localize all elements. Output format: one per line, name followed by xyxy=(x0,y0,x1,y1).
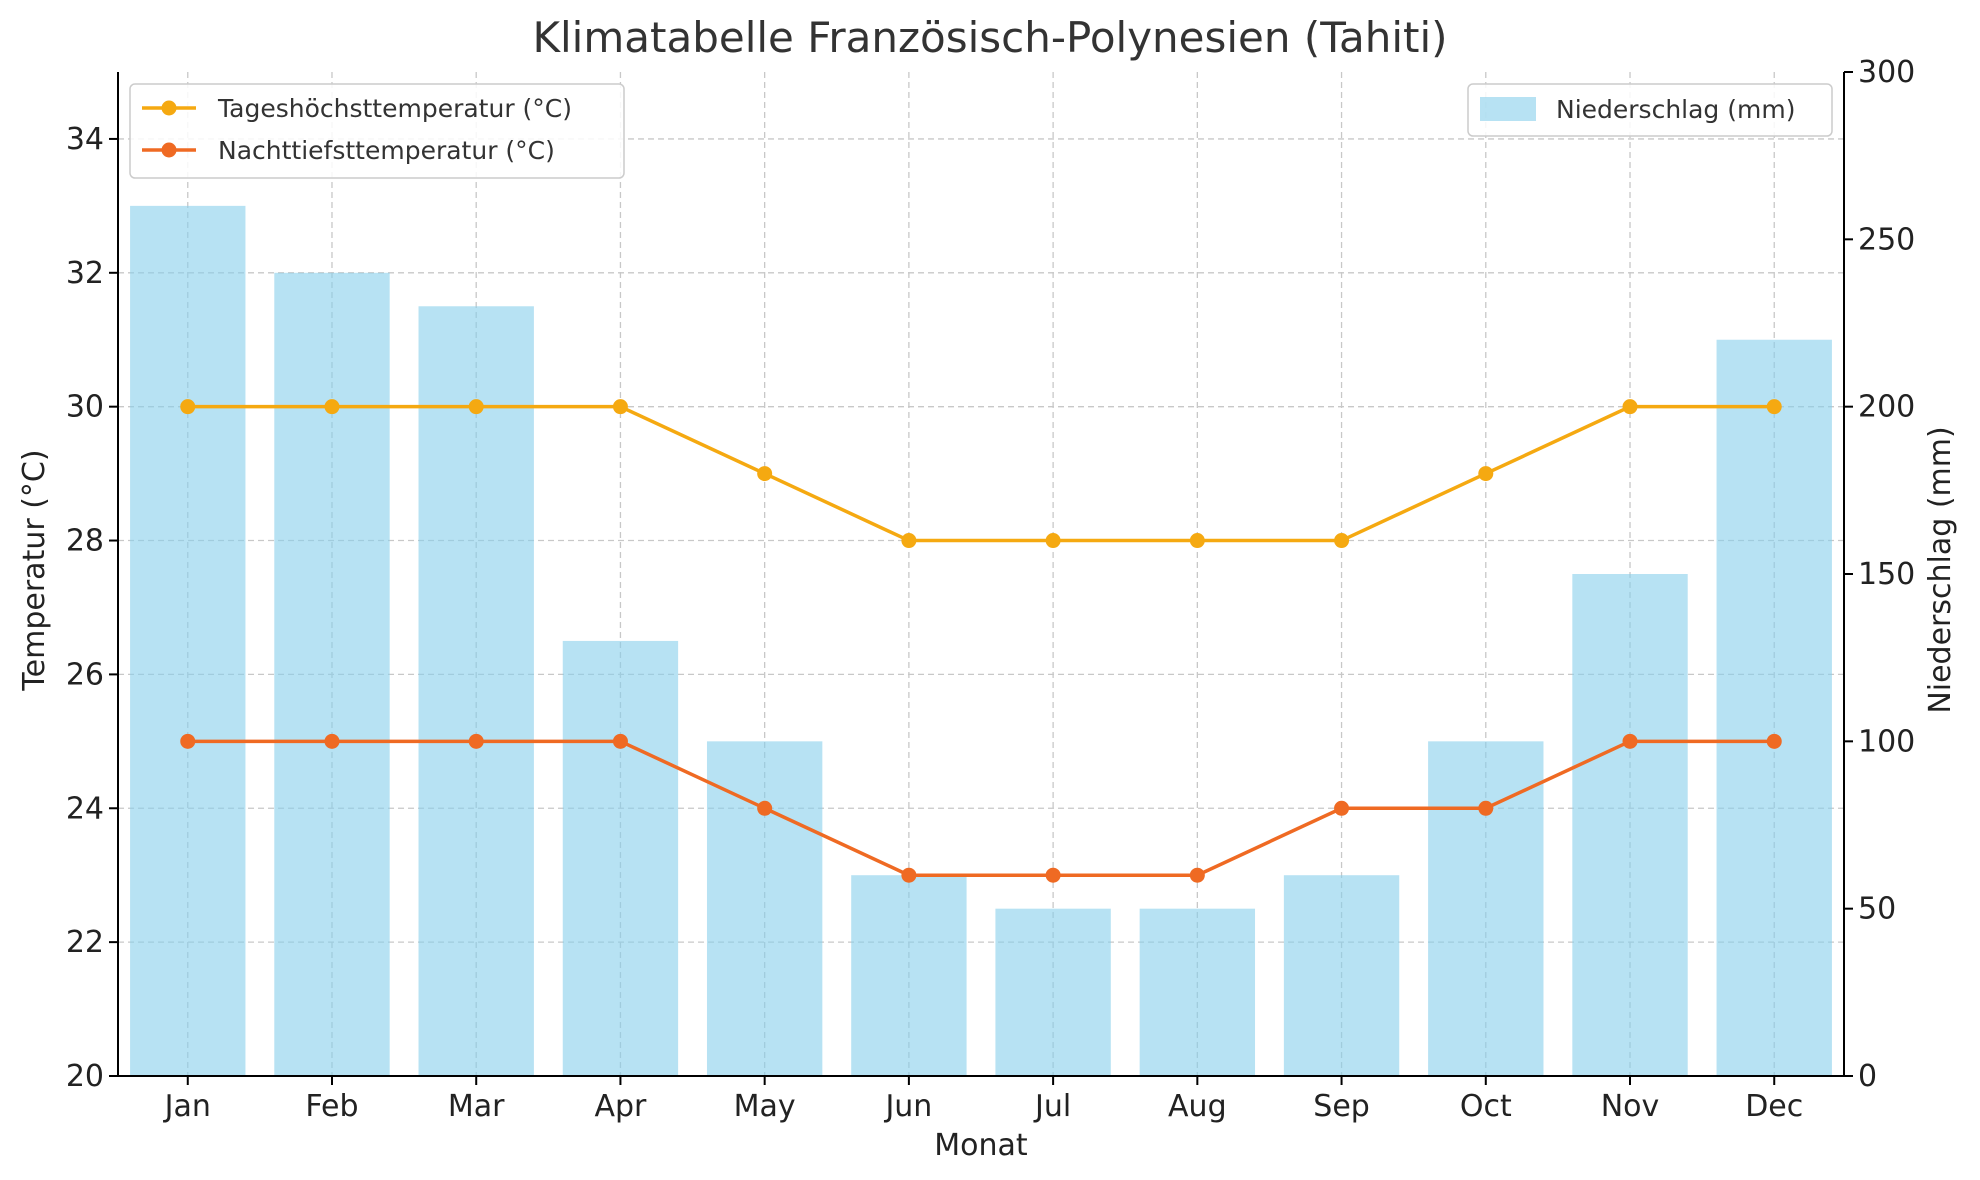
precipitation-bar xyxy=(706,741,823,1076)
low-temperature-point xyxy=(468,733,484,749)
precipitation-bar xyxy=(562,640,679,1076)
high-temperature-point xyxy=(1045,533,1061,549)
x-tick-label: May xyxy=(734,1089,796,1124)
low-temperature-point xyxy=(1622,733,1638,749)
high-temperature-point xyxy=(1334,533,1350,549)
y-axis-title-left: Temperatur (°C) xyxy=(17,449,52,691)
y-tick-label-left: 24 xyxy=(66,791,104,826)
high-temperature-point xyxy=(468,399,484,415)
y-tick-label-right: 250 xyxy=(1858,222,1915,257)
y-tick-label-right: 100 xyxy=(1858,724,1915,759)
chart-title: Klimatabelle Französisch-Polynesien (Tah… xyxy=(532,13,1447,62)
x-tick-label: Feb xyxy=(305,1089,358,1124)
high-temperature-point xyxy=(901,533,917,549)
low-temperature-point xyxy=(757,800,773,816)
legend-precipitation: Niederschlag (mm) xyxy=(1467,83,1833,137)
legend-box xyxy=(1467,83,1833,137)
high-temperature-point xyxy=(1189,533,1205,549)
y-tick-label-right: 200 xyxy=(1858,390,1915,425)
high-temperature-line xyxy=(187,404,1775,543)
precipitation-bar xyxy=(995,908,1111,1076)
precipitation-bar xyxy=(851,875,967,1076)
low-temperature-point xyxy=(1478,800,1494,816)
low-temperature-line xyxy=(187,739,1775,877)
y-tick-label-right: 0 xyxy=(1858,1059,1877,1094)
legend-label: Tageshöchsttemperatur (°C) xyxy=(217,94,572,123)
high-temperature-point xyxy=(180,399,196,415)
y-tick-label-right: 50 xyxy=(1858,892,1896,927)
x-tick-label: Aug xyxy=(1168,1089,1227,1124)
precipitation-bar xyxy=(1428,741,1544,1076)
x-tick-label: Jul xyxy=(1033,1089,1071,1124)
high-temperature-point xyxy=(1622,399,1638,415)
y-tick-label-left: 26 xyxy=(66,657,104,692)
low-temperature-point xyxy=(180,733,196,749)
low-temperature-point xyxy=(901,867,917,883)
y-tick-label-right: 300 xyxy=(1858,55,1915,90)
legend-label: Nachttiefsttemperatur (°C) xyxy=(218,136,555,165)
y-tick-label-left: 20 xyxy=(66,1059,104,1094)
y-tick-label-left: 30 xyxy=(66,390,104,425)
x-tick-label: Sep xyxy=(1313,1089,1370,1124)
legend-bar-swatch xyxy=(1480,97,1536,121)
y-tick-label-left: 34 xyxy=(66,122,104,157)
precipitation-bars xyxy=(130,205,1832,1076)
x-tick-label: Jan xyxy=(163,1089,211,1124)
precipitation-bar xyxy=(1716,339,1832,1076)
precipitation-bar xyxy=(274,272,390,1076)
precipitation-bar xyxy=(1139,908,1256,1076)
x-axis-title: Monat xyxy=(934,1128,1028,1163)
legend-box xyxy=(129,83,625,179)
precipitation-bar xyxy=(1283,875,1400,1076)
high-temperature-point xyxy=(757,466,773,482)
high-temperature-point xyxy=(1478,466,1494,482)
legend-marker xyxy=(161,100,177,116)
legend-marker xyxy=(161,142,177,158)
low-temperature-point xyxy=(1334,800,1350,816)
low-temperature-point xyxy=(1766,733,1782,749)
high-temperature-point xyxy=(324,399,340,415)
temperature-lines xyxy=(180,399,1782,883)
x-tick-label: Dec xyxy=(1745,1089,1803,1124)
y-tick-label-left: 22 xyxy=(66,925,104,960)
y-axis-title-right: Niederschlag (mm) xyxy=(1923,426,1958,713)
axes: 20 22 24 26 28 30 32 34 0 50 100 150 200 250 300 Jan Feb… xyxy=(66,55,1915,1124)
low-temperature-point xyxy=(612,733,628,749)
high-temperature-point xyxy=(1766,399,1782,415)
x-tick-label: Mar xyxy=(448,1089,505,1124)
x-tick-label: Jun xyxy=(883,1089,932,1124)
precipitation-bar xyxy=(1572,574,1688,1076)
legend-temperature: Tageshöchsttemperatur (°C) Nachttiefsttem… xyxy=(129,83,625,179)
precipitation-bar xyxy=(418,306,534,1076)
y-tick-label-right: 150 xyxy=(1858,557,1915,592)
legend-label: Niederschlag (mm) xyxy=(1556,95,1795,124)
y-tick-label-left: 28 xyxy=(66,524,104,559)
x-tick-label: Oct xyxy=(1460,1089,1512,1124)
x-tick-label: Apr xyxy=(594,1089,647,1124)
x-tick-label: Nov xyxy=(1601,1089,1660,1124)
low-temperature-point xyxy=(1045,867,1061,883)
low-temperature-point xyxy=(324,733,340,749)
y-tick-label-left: 32 xyxy=(66,256,104,291)
precipitation-bar xyxy=(130,205,246,1076)
low-temperature-point xyxy=(1189,867,1205,883)
high-temperature-point xyxy=(612,399,628,415)
